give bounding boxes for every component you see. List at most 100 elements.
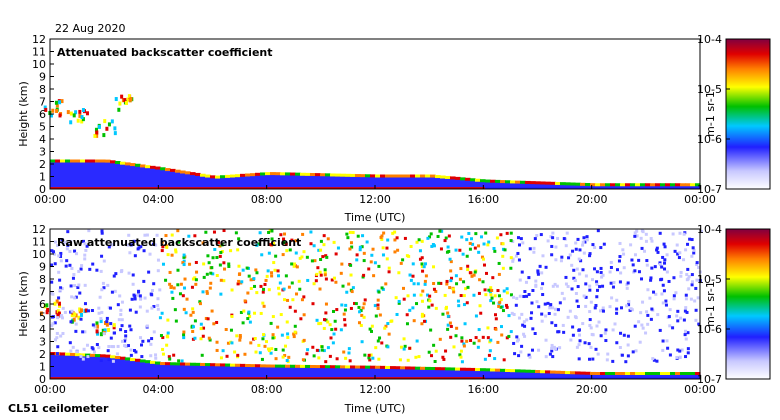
noise-cell (294, 251, 298, 255)
noise-cell (159, 334, 163, 338)
surface-cell (345, 377, 351, 379)
noise-cell (601, 306, 605, 310)
boundary-layer-cell (455, 369, 461, 379)
noise-cell (348, 247, 352, 251)
noise-cell (310, 259, 314, 263)
surface-cell (435, 187, 441, 189)
noise-cell (347, 351, 351, 355)
noise-cell (262, 304, 266, 308)
noise-cell (156, 258, 160, 262)
boundary-layer-cell (395, 176, 401, 189)
noise-cell (397, 301, 401, 305)
noise-cell (699, 229, 703, 233)
boundary-layer-cell (190, 364, 196, 379)
noise-cell (577, 328, 581, 332)
noise-cell (591, 243, 595, 247)
noise-cell (478, 278, 482, 282)
surface-cell (120, 377, 126, 379)
surface-cell (640, 187, 646, 189)
noise-cell (517, 316, 521, 320)
layer-top-cell (315, 173, 321, 177)
noise-cell (311, 345, 315, 349)
layer-top-cell (100, 159, 106, 163)
boundary-layer-cell (275, 174, 281, 189)
surface-cell (340, 187, 346, 189)
surface-cell (325, 187, 331, 189)
noise-cell (241, 268, 245, 272)
surface-cell (695, 187, 701, 189)
surface-cell (115, 377, 121, 379)
noise-cell (140, 343, 144, 347)
noise-cell (540, 271, 544, 275)
noise-cell (520, 312, 524, 316)
surface-cell (160, 187, 166, 189)
noise-cell (134, 350, 138, 354)
boundary-layer-cell (155, 363, 161, 379)
cloud-cell (96, 331, 100, 336)
noise-cell (247, 274, 251, 278)
cloud-cell (55, 108, 59, 113)
boundary-layer-cell (640, 374, 646, 379)
noise-cell (362, 273, 366, 277)
noise-cell (418, 257, 422, 261)
noise-cell (663, 245, 667, 249)
noise-cell (497, 272, 501, 276)
surface-cell (95, 377, 101, 379)
noise-cell (615, 341, 619, 345)
boundary-layer-cell (330, 367, 336, 379)
noise-cell (551, 355, 555, 359)
noise-cell (155, 233, 159, 237)
boundary-layer-cell (485, 181, 491, 189)
noise-cell (137, 289, 141, 293)
noise-cell (199, 337, 203, 341)
boundary-layer-cell (360, 176, 366, 189)
noise-cell (318, 287, 322, 291)
noise-cell (543, 302, 547, 306)
layer-top-cell (175, 362, 181, 366)
layer-top-cell (330, 365, 336, 369)
noise-cell (324, 302, 328, 306)
layer-top-cell (640, 372, 646, 375)
layer-top-cell (390, 366, 396, 370)
noise-cell (182, 263, 186, 267)
noise-cell (339, 328, 343, 332)
noise-cell (78, 291, 82, 295)
noise-cell (238, 334, 242, 338)
layer-top-cell (580, 182, 586, 186)
boundary-layer-cell (295, 174, 301, 189)
noise-cell (398, 358, 402, 362)
noise-cell (540, 286, 544, 290)
noise-cell (451, 287, 455, 291)
noise-cell (262, 287, 266, 291)
noise-cell (474, 314, 478, 318)
noise-cell (360, 313, 364, 317)
noise-cell (595, 324, 599, 328)
surface-cell (335, 187, 341, 189)
noise-cell (176, 283, 180, 287)
noise-cell (59, 286, 63, 290)
noise-cell (312, 354, 316, 358)
noise-cell (460, 235, 464, 239)
noise-cell (168, 282, 172, 286)
noise-cell (578, 272, 582, 276)
layer-top-cell (325, 365, 331, 369)
noise-cell (622, 266, 626, 270)
cloud-cell (103, 328, 107, 333)
noise-cell (309, 230, 313, 234)
boundary-layer-cell (490, 181, 496, 189)
layer-top-cell (60, 352, 66, 356)
noise-cell (511, 257, 515, 261)
noise-cell (402, 347, 406, 351)
surface-cell (310, 377, 316, 379)
layer-top-cell (125, 162, 131, 166)
noise-cell (238, 272, 242, 276)
noise-cell (688, 237, 692, 241)
noise-cell (505, 291, 509, 295)
colorbar-unit-label: m-1 sr-1 (704, 91, 717, 137)
noise-cell (194, 260, 198, 264)
boundary-layer-cell (670, 374, 676, 379)
boundary-layer-cell (570, 373, 576, 379)
noise-cell (548, 352, 552, 356)
noise-cell (362, 251, 366, 255)
